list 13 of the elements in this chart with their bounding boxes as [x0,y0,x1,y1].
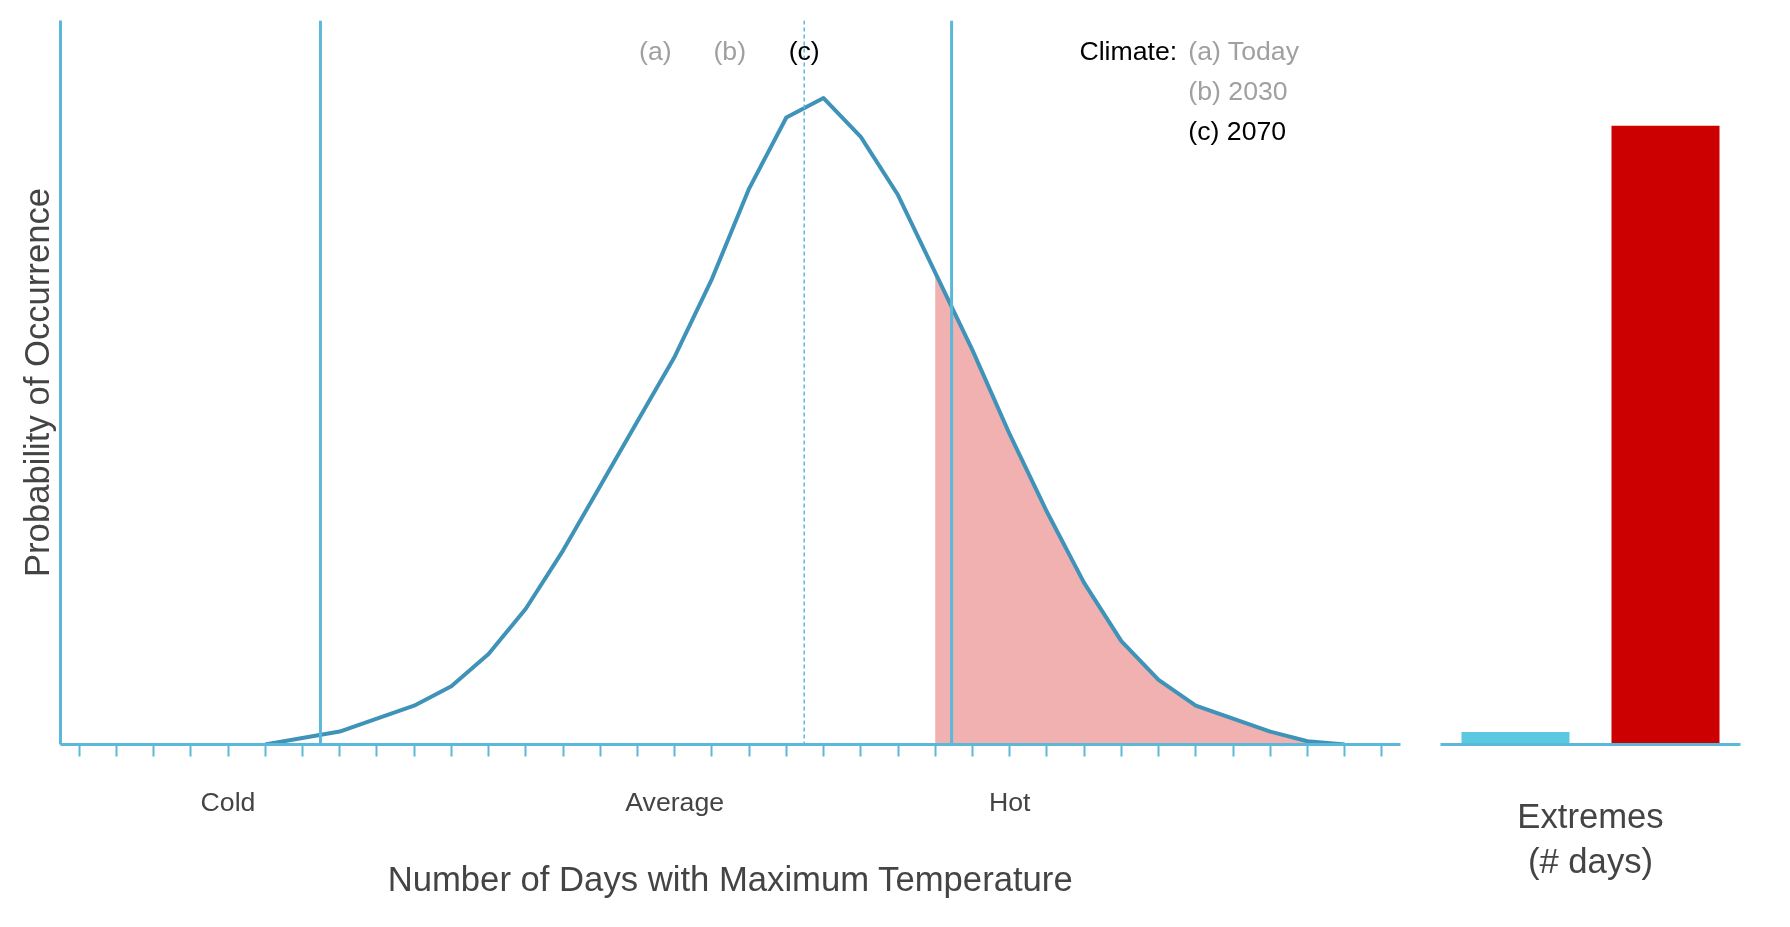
y-axis-title: Probability of Occurrence [17,187,56,578]
text: (c) [788,35,820,66]
text: Climate: [1079,35,1178,66]
x-axis-title: Extremes (# days) [1517,796,1664,881]
text: (a) Today [1188,35,1300,66]
text: (b) [713,35,747,66]
x-tick-label: Cold [200,786,256,817]
text: (a) [639,35,672,66]
x-tick-label: Average [625,786,725,817]
annotation: (c) 2070 [1188,115,1287,146]
annotation: (b) 2030 [1188,75,1288,106]
x-axis-title: Number of Days with Maximum Temperature [387,859,1073,898]
x-tick-label: Hot [988,786,1031,817]
